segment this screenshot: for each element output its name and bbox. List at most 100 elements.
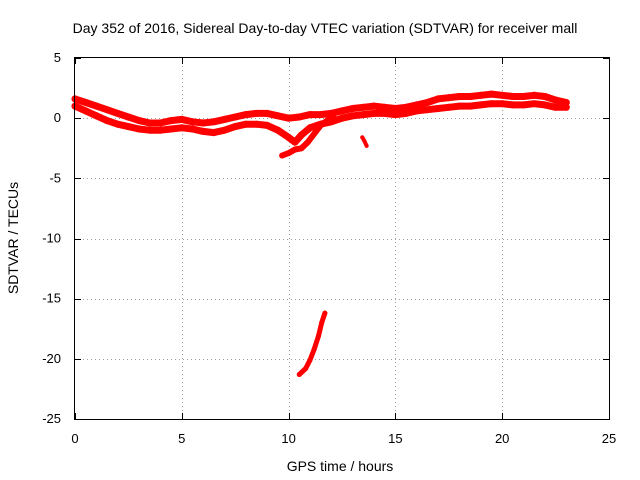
data-point — [103, 106, 111, 114]
data-point — [146, 126, 154, 134]
data-point — [231, 113, 239, 121]
data-point — [92, 112, 100, 120]
data-point — [135, 125, 143, 133]
data-point — [316, 333, 321, 339]
data-series — [71, 90, 570, 377]
data-point — [189, 125, 196, 133]
data-point — [253, 109, 261, 117]
data-point — [370, 109, 378, 117]
data-point — [359, 111, 367, 119]
x-tick-label: 0 — [71, 431, 78, 446]
y-tick-label: 0 — [54, 110, 61, 125]
data-point — [307, 357, 313, 363]
data-point — [82, 99, 90, 106]
data-point — [292, 146, 298, 153]
x-tick-label: 20 — [495, 431, 509, 446]
data-point — [477, 101, 485, 109]
data-point — [285, 150, 292, 157]
data-point — [359, 103, 367, 111]
data-point — [498, 91, 506, 99]
x-tick-label: 5 — [178, 431, 185, 446]
data-point — [82, 107, 90, 115]
data-point — [434, 95, 442, 103]
y-axis-label: SDTVAR / TECUs — [5, 182, 21, 294]
y-tick-label: -25 — [42, 411, 61, 426]
data-point — [402, 109, 410, 117]
data-point — [210, 129, 218, 137]
data-point — [114, 109, 122, 117]
data-point — [445, 103, 453, 111]
x-axis-label: GPS time / hours — [287, 458, 394, 474]
data-point — [541, 93, 549, 100]
data-point — [349, 105, 357, 112]
data-point — [285, 114, 293, 122]
data-point — [381, 109, 389, 117]
data-point — [156, 119, 164, 127]
data-point — [413, 107, 421, 115]
data-point — [402, 103, 410, 111]
data-point — [189, 118, 196, 126]
x-tick-label: 15 — [388, 431, 402, 446]
data-point — [135, 117, 143, 125]
data-point — [231, 123, 239, 131]
data-point — [92, 102, 100, 110]
data-point — [306, 124, 314, 132]
data-point — [291, 138, 299, 146]
x-tick-label: 25 — [602, 431, 616, 446]
y-tick-label: -20 — [42, 351, 61, 366]
data-point — [324, 117, 330, 124]
data-point — [322, 310, 328, 316]
data-point — [317, 122, 324, 129]
data-point — [178, 115, 186, 123]
data-point — [509, 101, 517, 109]
data-point — [488, 100, 495, 108]
y-tick-label: 5 — [54, 50, 61, 65]
data-point — [263, 121, 271, 129]
data-point — [381, 103, 389, 111]
data-point — [477, 91, 485, 99]
data-point — [167, 117, 175, 125]
data-point — [124, 113, 132, 121]
data-point — [124, 123, 132, 131]
data-point — [349, 112, 357, 120]
data-point — [274, 126, 282, 134]
data-point — [304, 139, 311, 146]
data-point — [423, 106, 431, 114]
chart-title: Day 352 of 2016, Sidereal Day-to-day VTE… — [73, 20, 578, 36]
data-point — [391, 111, 399, 119]
data-point — [297, 131, 305, 139]
data-point — [330, 114, 337, 120]
data-point — [520, 93, 528, 100]
data-point — [362, 139, 367, 143]
data-point — [103, 117, 111, 125]
y-tick-label: -5 — [49, 170, 61, 185]
data-point — [295, 113, 303, 121]
data-point — [360, 135, 365, 140]
x-tick-label: 10 — [281, 431, 295, 446]
data-point — [253, 120, 261, 128]
data-point — [178, 124, 186, 132]
data-point — [167, 125, 175, 133]
y-tick-label: -15 — [42, 291, 61, 306]
data-point — [221, 115, 228, 123]
data-point — [296, 372, 302, 377]
y-tick-label: -10 — [42, 231, 61, 246]
data-point — [263, 109, 271, 117]
axis-ticks: 0 5 10 15 20 25 5 0 -5 -10 -15 -20 -25 — [42, 50, 616, 446]
data-point — [221, 126, 228, 134]
data-point — [338, 114, 346, 122]
data-point — [156, 126, 164, 134]
data-point — [552, 96, 560, 104]
plot-frame — [74, 57, 610, 420]
data-point — [311, 346, 317, 352]
data-point — [319, 320, 325, 326]
data-point — [456, 102, 463, 110]
data-point — [498, 100, 506, 108]
data-point — [199, 119, 207, 127]
data-point — [562, 103, 570, 111]
data-point — [370, 102, 378, 110]
data-point — [413, 101, 421, 109]
data-point — [520, 101, 528, 109]
data-point — [317, 111, 325, 119]
